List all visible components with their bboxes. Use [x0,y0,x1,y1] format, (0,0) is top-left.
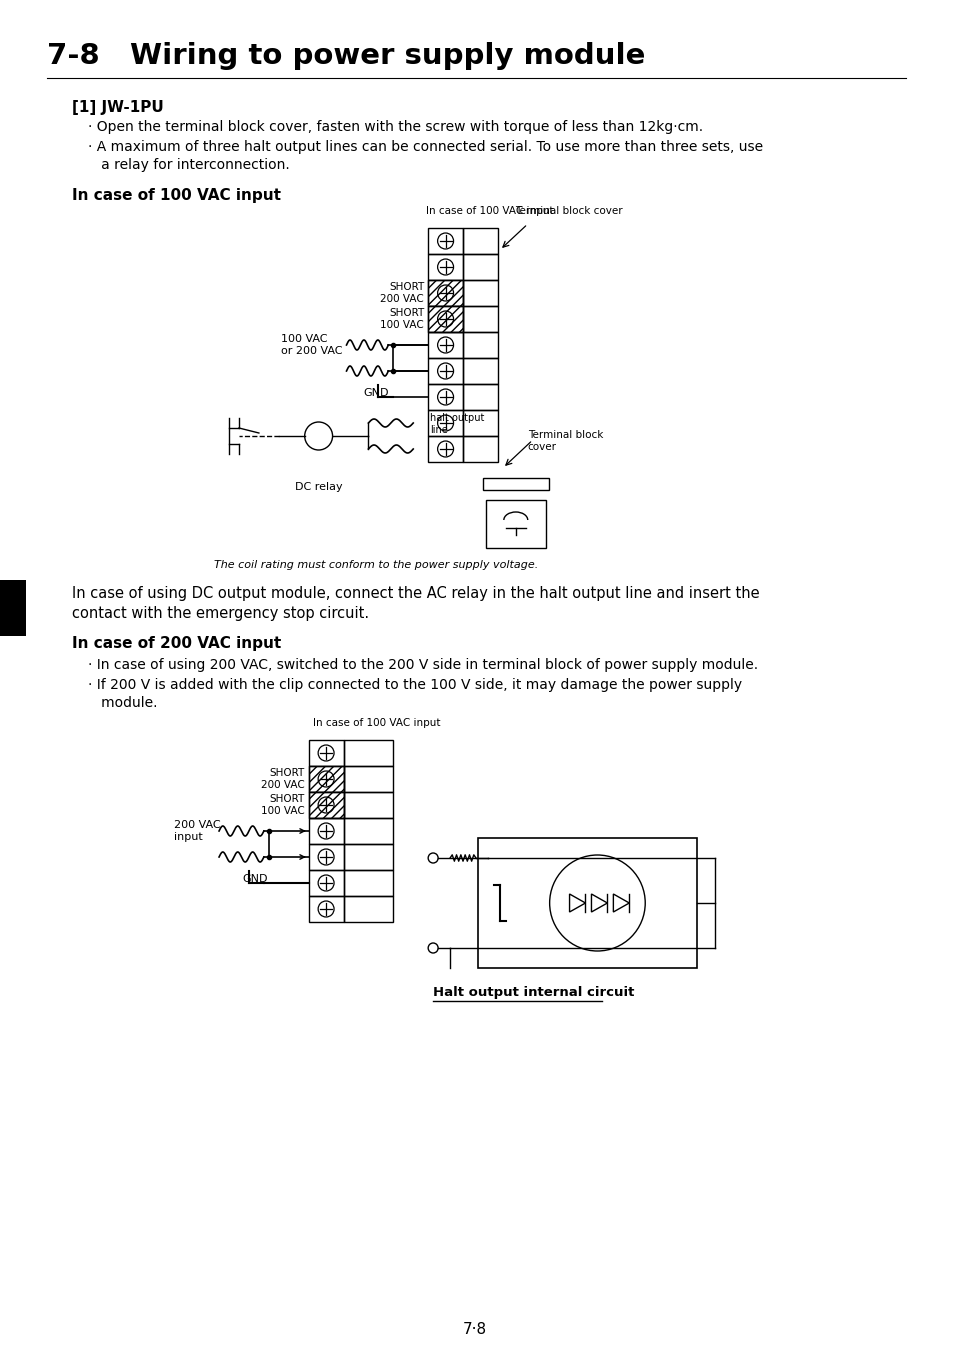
Text: Terminal block
cover: Terminal block cover [527,430,602,451]
Text: · In case of using 200 VAC, switched to the 200 V side in terminal block of powe: · In case of using 200 VAC, switched to … [88,658,757,671]
Text: GND: GND [363,388,389,399]
Text: halt output
line: halt output line [430,413,484,435]
Bar [309,766,343,792]
Text: a relay for interconnection.: a relay for interconnection. [88,158,289,172]
Bar [428,436,462,462]
Bar [309,766,343,792]
Bar [462,436,497,462]
Text: The coil rating must conform to the power supply voltage.: The coil rating must conform to the powe… [213,561,537,570]
Text: contact with the emergency stop circuit.: contact with the emergency stop circuit. [71,607,369,621]
Bar [428,305,462,332]
Bar [343,740,393,766]
Text: 200 VAC
input: 200 VAC input [174,820,221,842]
Bar [462,358,497,384]
Bar [428,384,462,409]
Bar [462,384,497,409]
Text: · If 200 V is added with the clip connected to the 100 V side, it may damage the: · If 200 V is added with the clip connec… [88,678,741,692]
Bar [0,580,26,636]
Text: SHORT
100 VAC: SHORT 100 VAC [261,794,304,816]
Text: In case of using DC output module, connect the AC relay in the halt output line : In case of using DC output module, conne… [71,586,759,601]
Text: Halt output internal circuit: Halt output internal circuit [433,986,634,998]
Text: SHORT
200 VAC: SHORT 200 VAC [261,769,304,790]
Bar [343,896,393,921]
Bar [462,254,497,280]
Text: 100 VAC
or 200 VAC: 100 VAC or 200 VAC [280,334,342,355]
Bar [462,332,497,358]
Text: In case of 100 VAC input: In case of 100 VAC input [313,717,439,728]
Bar [462,305,497,332]
Bar [462,228,497,254]
Text: In case of 200 VAC input: In case of 200 VAC input [71,636,280,651]
Bar [428,358,462,384]
Bar [343,870,393,896]
Text: 7-8   Wiring to power supply module: 7-8 Wiring to power supply module [47,42,644,70]
Bar [309,740,343,766]
Text: Terminal block cover: Terminal block cover [515,205,621,216]
Bar [485,500,545,549]
Text: DC relay: DC relay [294,482,342,492]
Text: module.: module. [88,696,157,711]
Text: GND: GND [242,874,267,884]
Text: 7·8: 7·8 [462,1323,487,1337]
Text: SHORT
100 VAC: SHORT 100 VAC [380,308,424,330]
Bar [477,838,697,969]
Text: SHORT
200 VAC: SHORT 200 VAC [380,282,424,304]
Text: In case of 100 VAC input: In case of 100 VAC input [71,188,280,203]
Text: In case of 100 VAC input: In case of 100 VAC input [426,205,553,216]
Text: · Open the terminal block cover, fasten with the screw with torque of less than : · Open the terminal block cover, fasten … [88,120,702,134]
Bar [462,280,497,305]
Bar [462,409,497,436]
Bar [428,228,462,254]
Text: [1] JW-1PU: [1] JW-1PU [71,100,163,115]
Bar [428,305,462,332]
Bar [428,409,462,436]
Bar [428,254,462,280]
Bar [309,792,343,817]
Bar [309,896,343,921]
Bar [428,280,462,305]
Text: · A maximum of three halt output lines can be connected serial. To use more than: · A maximum of three halt output lines c… [88,141,762,154]
Bar [309,870,343,896]
Bar [309,844,343,870]
Bar [343,817,393,844]
Bar [428,280,462,305]
Bar [343,792,393,817]
Bar [482,478,548,490]
Bar [309,817,343,844]
Bar [428,332,462,358]
Bar [343,766,393,792]
Bar [309,792,343,817]
Bar [343,844,393,870]
